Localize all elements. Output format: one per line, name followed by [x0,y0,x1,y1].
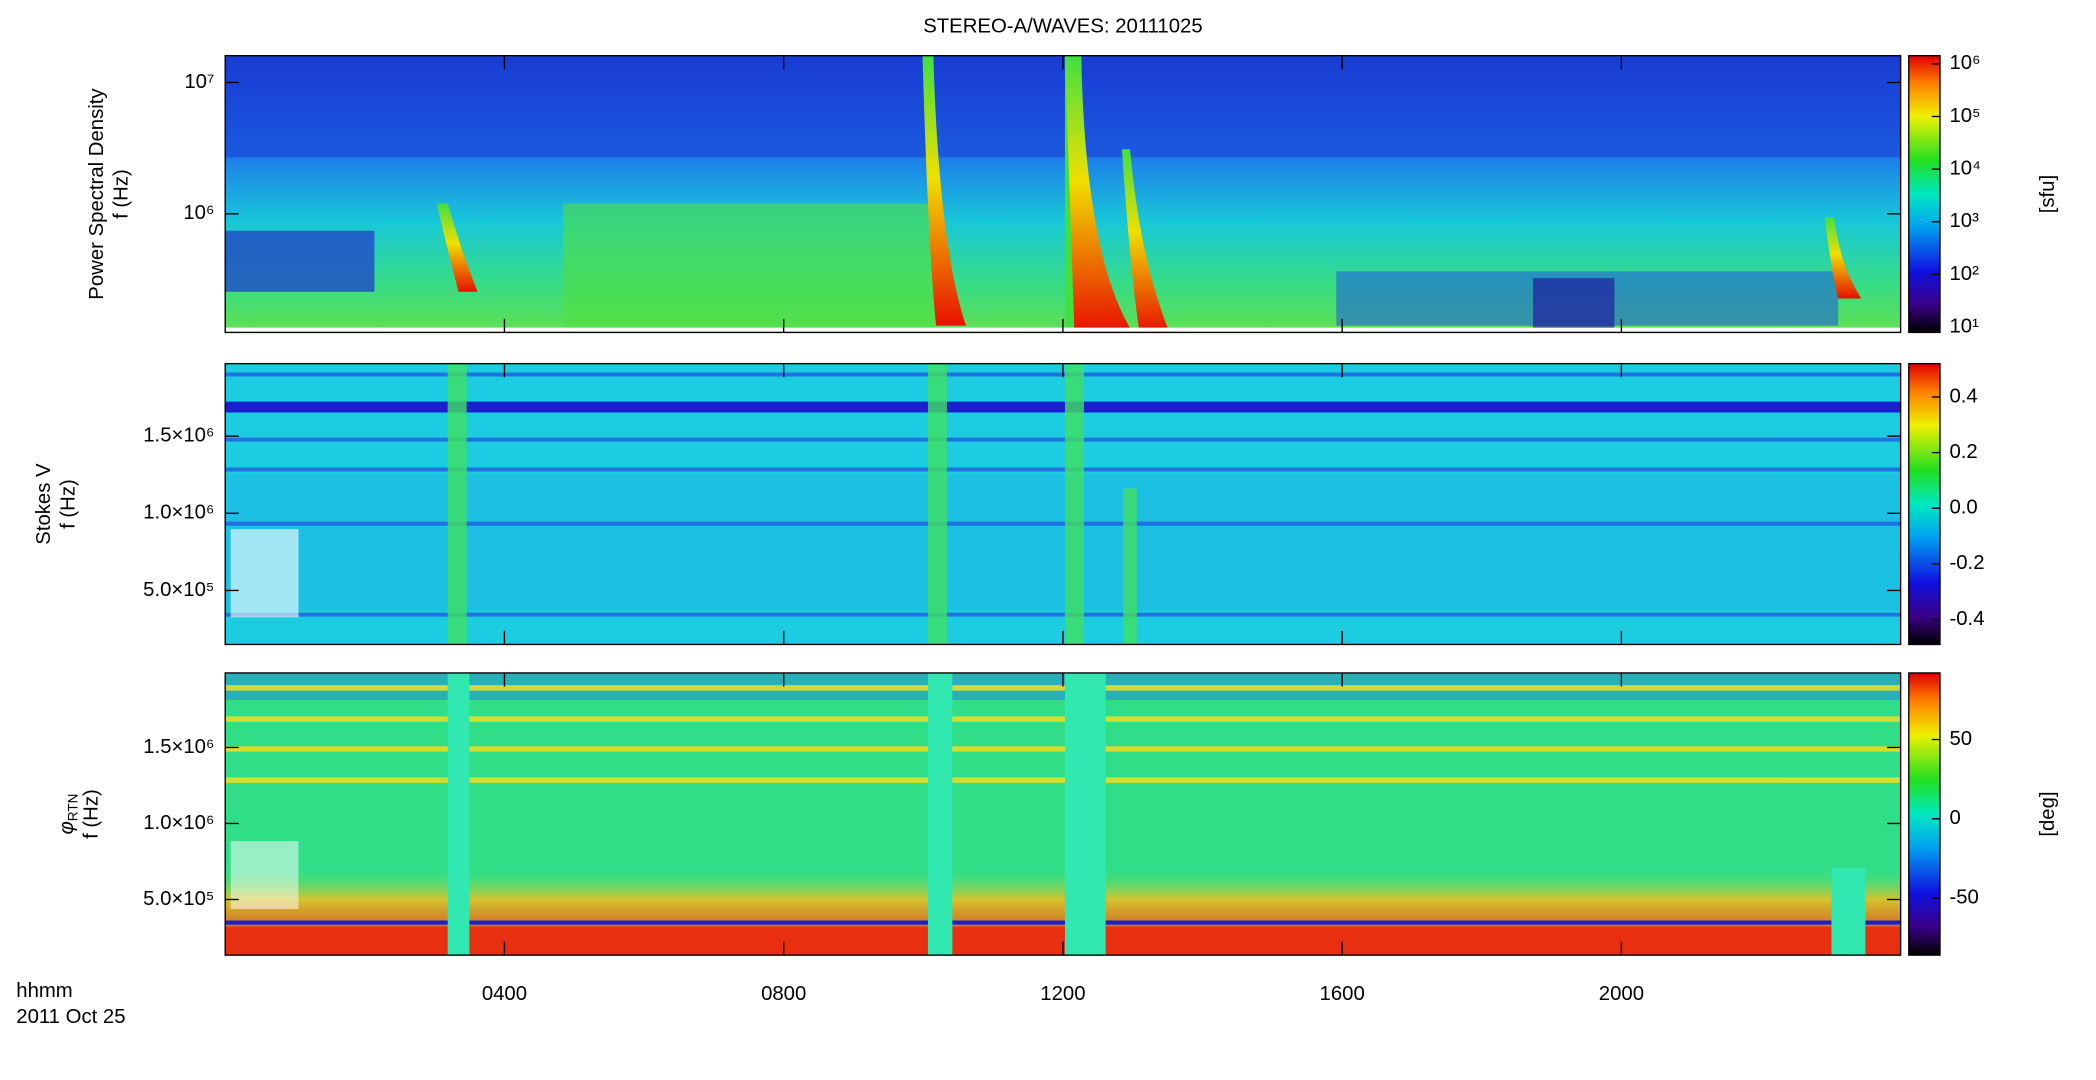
colorbar [1908,672,1941,956]
y-axis-label: f (Hz) [81,789,103,839]
colorbar-tick-label: 0.4 [1949,385,1977,407]
x-axis-label: hhmm [16,980,72,1002]
y-axis-label: Stokes V [33,463,55,545]
x-tick-label: 0400 [482,983,527,1005]
y-axis-label: Power Spectral Density [86,88,108,300]
colorbar-tick-label: -0.2 [1949,552,1984,574]
colorbar-label: [deg] [2037,791,2059,836]
y-axis-symbol: φ [56,821,78,834]
x-tick-label: 2000 [1599,983,1644,1005]
colorbar-tick-label: 10⁴ [1949,158,1980,180]
y-tick-label: 10⁶ [183,202,214,224]
y-axis-label: f (Hz) [58,479,80,529]
spectrogram [225,672,1901,956]
colorbar [1908,55,1941,334]
y-tick-label: 1.0×10⁶ [143,812,214,834]
colorbar-tick-label: 10² [1949,263,1979,285]
x-tick-label: 0800 [761,983,806,1005]
y-axis-subscript: RTN [65,794,80,822]
y-tick-label: 1.0×10⁶ [143,502,214,524]
y-tick-label: 1.5×10⁶ [143,736,214,758]
colorbar-label: [sfu] [2037,175,2059,213]
colorbar-tick-label: 10¹ [1949,315,1979,337]
colorbar-tick-label: 10⁵ [1949,105,1980,127]
y-axis-label: φRTN [56,794,80,835]
colorbar-tick-label: 10⁶ [1949,52,1980,74]
colorbar-tick-label: 0.2 [1949,441,1977,463]
y-tick-label: 5.0×10⁵ [143,579,214,601]
colorbar-tick-label: -50 [1949,886,1978,908]
colorbar-tick-label: -0.4 [1949,608,1984,630]
colorbar-tick-label: 10³ [1949,210,1979,232]
spectrogram [225,55,1901,333]
spectrogram [225,363,1901,645]
y-tick-label: 1.5×10⁶ [143,425,214,447]
y-tick-label: 10⁷ [184,71,214,93]
chart-title: STEREO-A/WAVES: 20111025 [923,16,1202,38]
colorbar-tick-label: 50 [1949,728,1972,750]
y-tick-label: 5.0×10⁵ [143,888,214,910]
colorbar [1908,362,1941,646]
y-axis-label: f (Hz) [110,169,132,219]
date-label: 2011 Oct 25 [16,1006,125,1028]
colorbar-tick-label: 0.0 [1949,497,1977,519]
x-tick-label: 1200 [1040,983,1085,1005]
colorbar-tick-label: 0 [1949,807,1960,829]
x-tick-label: 1600 [1320,983,1365,1005]
